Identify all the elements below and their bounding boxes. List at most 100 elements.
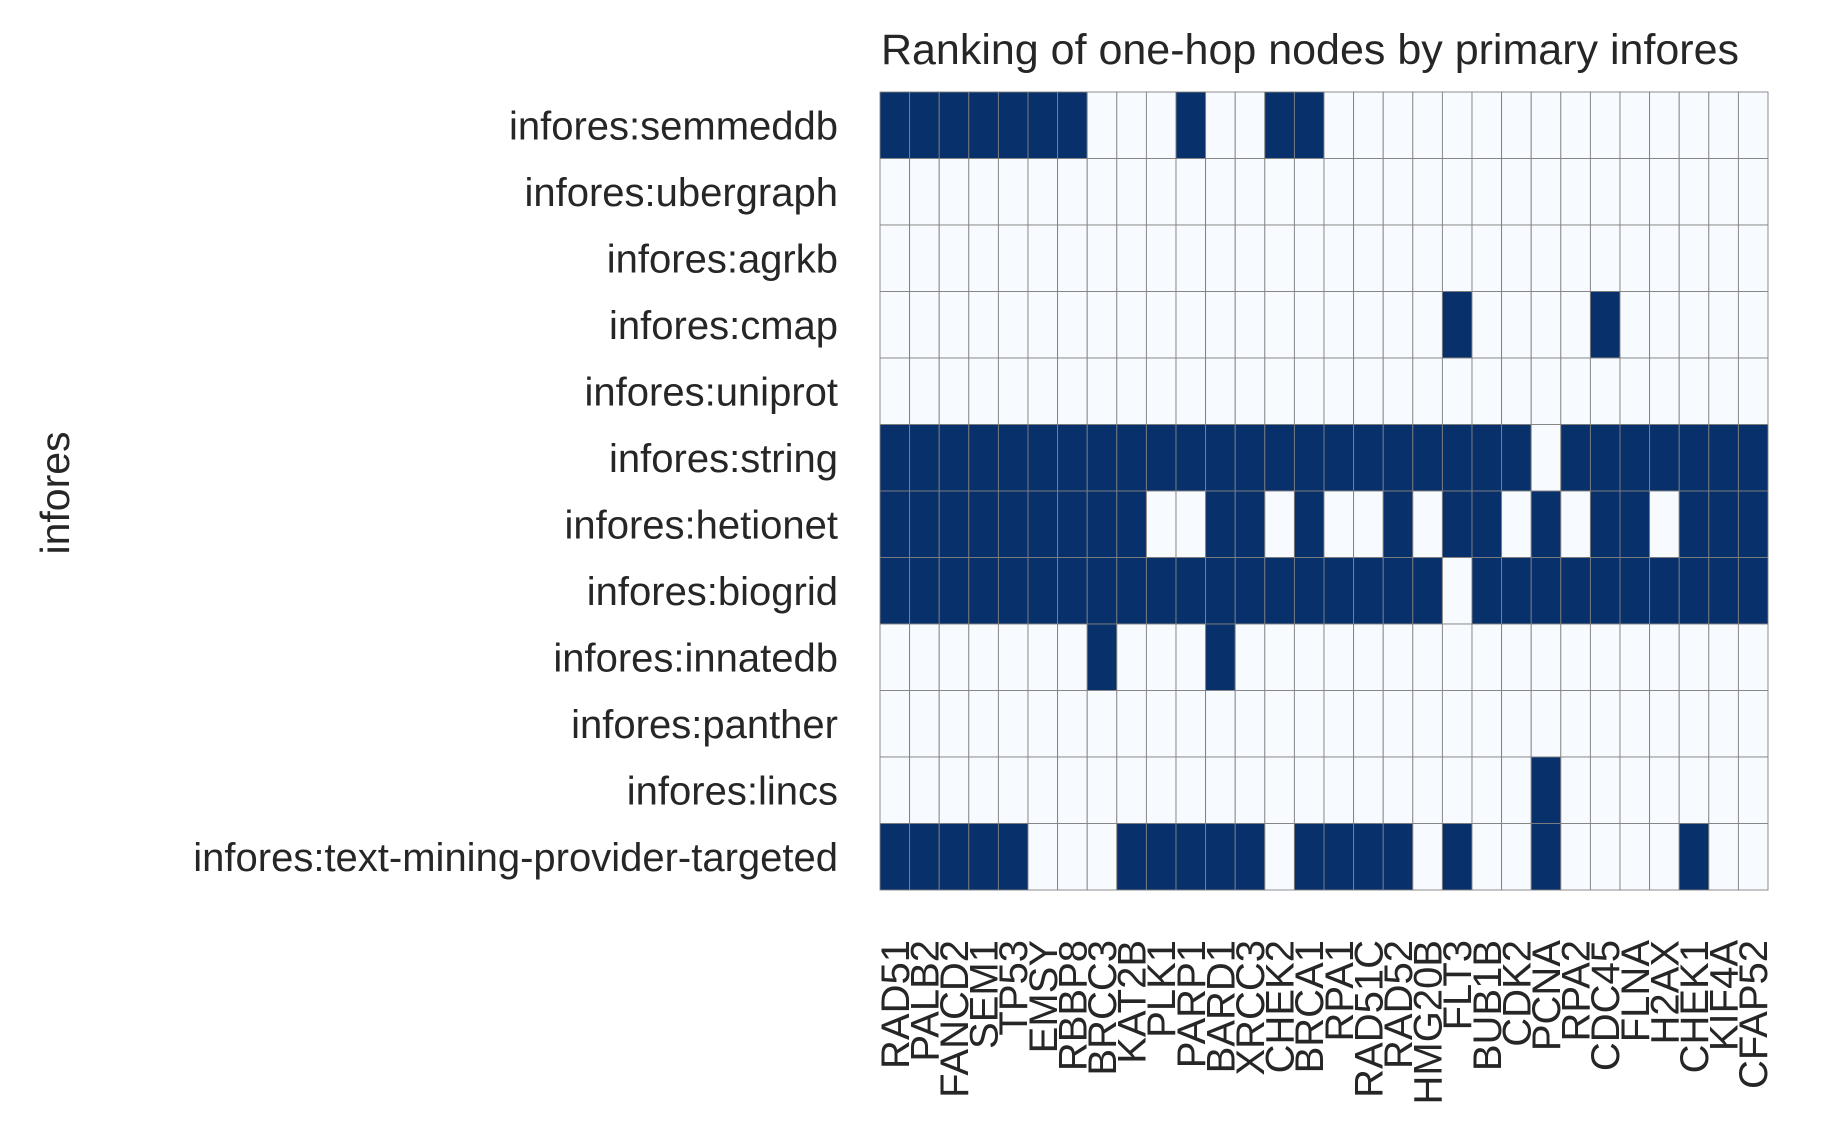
heatmap-cell-HMG20B-infores-semmeddb <box>1412 91 1443 159</box>
heatmap-cell-H2AX-infores-uniprot <box>1649 357 1680 425</box>
heatmap-cell-XRCC3-infores-innatedb <box>1234 623 1266 691</box>
heatmap-cell-FLT3-infores-text-mining-provider-targeted <box>1441 823 1473 891</box>
heatmap-cell-PCNA-infores-agrkb <box>1530 224 1562 292</box>
column-label: TP53 <box>992 940 1036 1036</box>
heatmap-cell-CHEK2-infores-uniprot <box>1264 357 1295 425</box>
heatmap-cell-BRCA1-infores-biogrid <box>1293 557 1325 625</box>
row-label: infores:biogrid <box>587 570 838 614</box>
heatmap-cell-CDK2-infores-innatedb <box>1501 623 1532 691</box>
heatmap-cell-BARD1-infores-innatedb <box>1205 623 1236 691</box>
heatmap-cell-HMG20B-infores-cmap <box>1412 291 1443 359</box>
heatmap-cell-PLK1-infores-agrkb <box>1145 224 1177 292</box>
heatmap-cell-CDC45-infores-agrkb <box>1589 224 1621 292</box>
heatmap-cell-KIF4A-infores-cmap <box>1708 291 1739 359</box>
heatmap-cell-PCNA-infores-innatedb <box>1530 623 1562 691</box>
heatmap-cell-BUB1B-infores-uniprot <box>1471 357 1503 425</box>
heatmap-cell-TP53-infores-biogrid <box>997 557 1029 625</box>
heatmap-cell-TP53-infores-panther <box>997 690 1029 758</box>
column-label: CFAP52 <box>1732 940 1776 1089</box>
heatmap-cell-RPA1-infores-text-mining-provider-targeted <box>1323 823 1355 891</box>
heatmap-cell-PLK1-infores-panther <box>1145 690 1177 758</box>
column-label: FLNA <box>1614 940 1658 1043</box>
heatmap-cell-TP53-infores-hetionet <box>997 490 1029 558</box>
heatmap-cell-RAD52-infores-semmeddb <box>1382 91 1414 159</box>
heatmap-cell-RPA2-infores-agrkb <box>1560 224 1591 292</box>
heatmap-cell-RAD51-infores-biogrid <box>879 557 911 625</box>
heatmap-cell-RBBP8-infores-biogrid <box>1057 557 1088 625</box>
heatmap-cell-RAD51-infores-semmeddb <box>879 91 911 159</box>
heatmap-cell-BARD1-infores-text-mining-provider-targeted <box>1205 823 1236 891</box>
heatmap-cell-PARP1-infores-panther <box>1175 690 1207 758</box>
heatmap-cell-SEM1-infores-lincs <box>968 756 999 824</box>
heatmap-cell-CDK2-infores-panther <box>1501 690 1532 758</box>
heatmap-cell-PCNA-infores-biogrid <box>1530 557 1562 625</box>
heatmap-cell-PARP1-infores-agrkb <box>1175 224 1207 292</box>
heatmap-cell-RBBP8-infores-text-mining-provider-targeted <box>1057 823 1088 891</box>
heatmap-cell-RPA2-infores-hetionet <box>1560 490 1591 558</box>
heatmap-cell-EMSY-infores-lincs <box>1027 756 1059 824</box>
heatmap-cell-PCNA-infores-uniprot <box>1530 357 1562 425</box>
heatmap-cell-KIF4A-infores-panther <box>1708 690 1739 758</box>
heatmap-cell-BRCA1-infores-uniprot <box>1293 357 1325 425</box>
heatmap-cell-RPA1-infores-uniprot <box>1323 357 1355 425</box>
heatmap-cell-KIF4A-infores-text-mining-provider-targeted <box>1708 823 1739 891</box>
heatmap-cell-RAD52-infores-biogrid <box>1382 557 1414 625</box>
heatmap-cell-H2AX-infores-semmeddb <box>1649 91 1680 159</box>
heatmap-cell-FLT3-infores-innatedb <box>1441 623 1473 691</box>
heatmap-cell-RBBP8-infores-semmeddb <box>1057 91 1088 159</box>
column-label: XRCC3 <box>1229 940 1273 1076</box>
heatmap-cell-KAT2B-infores-biogrid <box>1116 557 1147 625</box>
heatmap-cell-FANCD2-infores-cmap <box>938 291 970 359</box>
heatmap-cell-EMSY-infores-biogrid <box>1027 557 1059 625</box>
heatmap-cell-CHEK2-infores-lincs <box>1264 756 1295 824</box>
column-label: CHEK1 <box>1673 940 1717 1073</box>
heatmap-cell-KAT2B-infores-string <box>1116 424 1147 492</box>
heatmap-cell-FANCD2-infores-text-mining-provider-targeted <box>938 823 970 891</box>
heatmap-cell-RAD52-infores-agrkb <box>1382 224 1414 292</box>
heatmap-cell-FLT3-infores-semmeddb <box>1441 91 1473 159</box>
heatmap-cell-CFAP52-infores-lincs <box>1737 756 1769 824</box>
heatmap-cell-FLNA-infores-hetionet <box>1619 490 1651 558</box>
heatmap-cell-FLNA-infores-lincs <box>1619 756 1651 824</box>
heatmap-cell-PLK1-infores-semmeddb <box>1145 91 1177 159</box>
heatmap-cell-CDC45-infores-string <box>1589 424 1621 492</box>
heatmap-cell-XRCC3-infores-cmap <box>1234 291 1266 359</box>
row-label: infores:semmeddb <box>509 104 838 148</box>
heatmap-cell-SEM1-infores-uniprot <box>968 357 999 425</box>
heatmap-cell-RBBP8-infores-panther <box>1057 690 1088 758</box>
column-label: BRCC3 <box>1081 940 1125 1076</box>
heatmap-cell-TP53-infores-lincs <box>997 756 1029 824</box>
heatmap-cell-CDC45-infores-semmeddb <box>1589 91 1621 159</box>
heatmap-cell-XRCC3-infores-hetionet <box>1234 490 1266 558</box>
heatmap-cell-BUB1B-infores-agrkb <box>1471 224 1503 292</box>
heatmap-cell-RPA2-infores-uniprot <box>1560 357 1591 425</box>
heatmap-cell-RAD51-infores-panther <box>879 690 911 758</box>
heatmap-cell-CHEK1-infores-uniprot <box>1678 357 1710 425</box>
heatmap-cell-BUB1B-infores-hetionet <box>1471 490 1503 558</box>
heatmap-cell-KAT2B-infores-innatedb <box>1116 623 1147 691</box>
row-label: infores:panther <box>571 703 838 747</box>
heatmap-cell-H2AX-infores-panther <box>1649 690 1680 758</box>
heatmap-cell-RPA1-infores-semmeddb <box>1323 91 1355 159</box>
heatmap-cell-PALB2-infores-biogrid <box>909 557 940 625</box>
heatmap-cell-CHEK1-infores-hetionet <box>1678 490 1710 558</box>
heatmap-cell-KIF4A-infores-agrkb <box>1708 224 1739 292</box>
heatmap-cell-CFAP52-infores-panther <box>1737 690 1769 758</box>
heatmap-cell-CHEK1-infores-biogrid <box>1678 557 1710 625</box>
heatmap-cell-PARP1-infores-hetionet <box>1175 490 1207 558</box>
heatmap-cell-HMG20B-infores-agrkb <box>1412 224 1443 292</box>
heatmap-cell-RPA1-infores-panther <box>1323 690 1355 758</box>
heatmap-cell-CHEK2-infores-panther <box>1264 690 1295 758</box>
heatmap-cell-RAD52-infores-cmap <box>1382 291 1414 359</box>
heatmap-cell-CFAP52-infores-uniprot <box>1737 357 1769 425</box>
heatmap-cell-HMG20B-infores-innatedb <box>1412 623 1443 691</box>
heatmap-cell-PARP1-infores-ubergraph <box>1175 158 1207 226</box>
heatmap-cell-EMSY-infores-agrkb <box>1027 224 1059 292</box>
heatmap-cell-XRCC3-infores-text-mining-provider-targeted <box>1234 823 1266 891</box>
heatmap-cell-PALB2-infores-cmap <box>909 291 940 359</box>
heatmap-cell-BARD1-infores-agrkb <box>1205 224 1236 292</box>
heatmap-cell-KAT2B-infores-lincs <box>1116 756 1147 824</box>
heatmap-cell-BARD1-infores-uniprot <box>1205 357 1236 425</box>
heatmap-cell-CDK2-infores-agrkb <box>1501 224 1532 292</box>
heatmap-cell-RAD51-infores-ubergraph <box>879 158 911 226</box>
